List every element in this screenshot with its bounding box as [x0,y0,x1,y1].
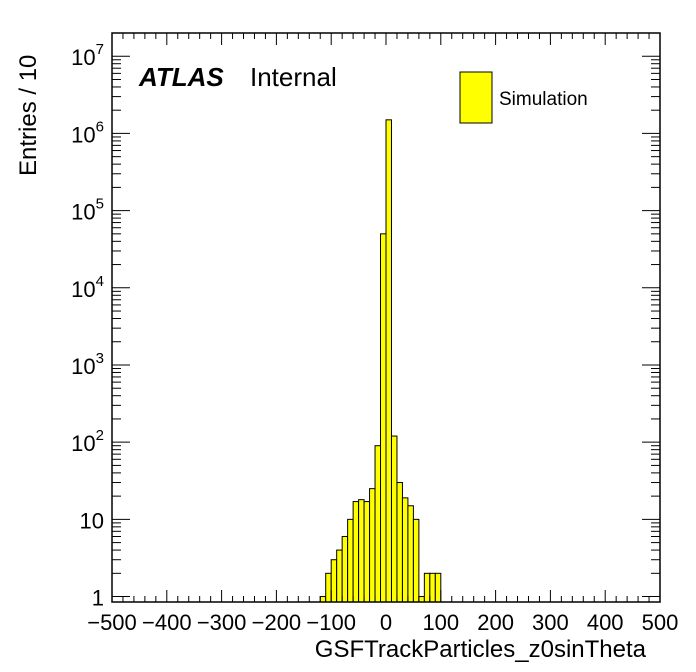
atlas-label: ATLAS [138,62,224,92]
y-tick-label: 104 [71,273,104,302]
histogram-bin-20 [429,572,436,603]
y-tick-label: 107 [71,41,104,70]
legend-entry-simulation: Simulation [499,89,588,110]
histogram-bin-5 [347,518,354,603]
histogram-bin-3 [336,549,343,603]
histogram-bin-16 [407,505,414,603]
x-tick-label: −100 [306,610,356,635]
y-axis-title: Entries / 10 [15,55,42,176]
x-axis-ticks: −500 −400 −300 −200 −100 0 100 200 300 400 500 [87,33,678,635]
y-tick-label: 102 [71,427,104,456]
histogram-bin-2 [330,559,338,603]
histogram-bin-1 [325,572,332,603]
histogram-bin-4 [341,535,349,603]
histogram-bin-18 [418,596,425,603]
x-tick-label: −400 [142,610,192,635]
x-axis-title: GSFTrackParticles_z0sinTheta [315,636,647,663]
y-axis-ticks: 1 10 102 103 104 105 106 107 [71,32,660,611]
x-tick-label: 200 [477,610,514,635]
internal-label: Internal [250,62,337,92]
y-tick-label: 1 [92,586,104,611]
x-tick-label: 300 [532,610,569,635]
histogram-bin-0 [319,596,327,603]
histogram-bin-19 [423,572,431,603]
y-tick-label: 106 [71,118,104,147]
histogram-bin-13 [390,435,398,603]
histogram-bin-14 [396,482,403,603]
histogram-bin-11 [380,233,387,603]
x-tick-label: −300 [197,610,247,635]
histogram-bin-7 [358,499,365,603]
x-tick-label: −200 [252,610,302,635]
x-tick-label: 100 [422,610,459,635]
x-tick-label: 0 [380,610,392,635]
histogram-bin-8 [363,501,371,603]
histogram-bin-12 [385,119,392,603]
plot-frame [111,32,661,603]
histogram-bin-9 [369,488,376,603]
histogram-bin-21 [434,572,442,603]
x-tick-label: −500 [87,610,137,635]
legend-swatch [459,71,493,124]
y-tick-label: 10 [80,508,104,533]
histogram-bin-6 [352,501,360,603]
y-tick-label: 105 [71,196,104,225]
histogram-bin-17 [412,518,420,603]
x-tick-label: 500 [642,610,679,635]
histogram-bin-10 [374,445,382,603]
histogram-bars [319,119,442,603]
histogram-bin-15 [401,497,409,603]
x-tick-label: 400 [587,610,624,635]
y-tick-label: 103 [71,350,104,379]
